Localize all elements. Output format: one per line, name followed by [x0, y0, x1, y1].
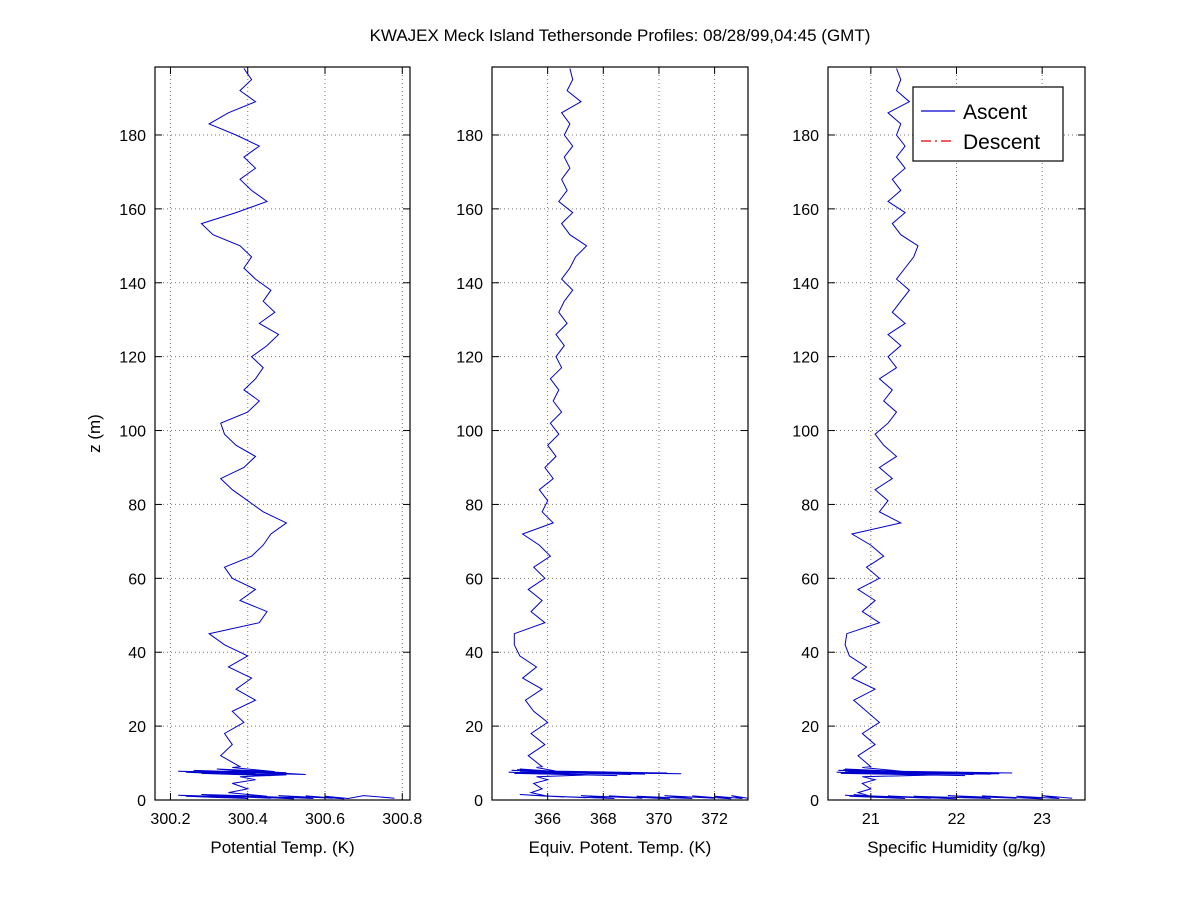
y-tick-label: 20	[128, 719, 146, 736]
y-tick-label: 160	[119, 202, 146, 219]
axes-box	[827, 66, 1086, 801]
y-tick-label: 160	[456, 202, 483, 219]
y-tick-label: 120	[792, 350, 819, 367]
y-tick-label: 160	[792, 202, 819, 219]
legend-box	[912, 86, 1064, 162]
x-tick-label: 300.2	[150, 811, 190, 828]
y-tick-label: 100	[792, 424, 819, 441]
y-tick-label: 60	[465, 571, 483, 588]
y-tick-label: 120	[119, 350, 146, 367]
legend-label-ascent: Ascent	[963, 101, 1027, 124]
y-tick-label: 180	[456, 128, 483, 145]
y-tick-label: 80	[465, 497, 483, 514]
y-tick-label: 0	[810, 793, 819, 810]
y-tick-label: 0	[474, 793, 483, 810]
x-tick-label: 368	[590, 811, 617, 828]
y-tick-label: 180	[792, 128, 819, 145]
x-tick-label: 23	[1033, 811, 1051, 828]
panel-2: 366 368 370 372 0 20 40 60 80 100 120 140 160 180 Equi…	[456, 66, 749, 857]
axes-box	[491, 66, 749, 801]
y-axis-label: z (m)	[85, 414, 104, 453]
y-tick-label: 140	[119, 276, 146, 293]
x-axis-label: Potential Temp. (K)	[210, 838, 354, 857]
y-tick-label: 140	[792, 276, 819, 293]
x-tick-label: 300.4	[228, 811, 268, 828]
y-tick-label: 60	[128, 571, 146, 588]
x-tick-label: 21	[862, 811, 880, 828]
x-axis-label: Specific Humidity (g/kg)	[867, 838, 1046, 857]
legend-label-descent: Descent	[963, 131, 1040, 154]
legend: Ascent Descent	[912, 86, 1064, 162]
y-tick-label: 100	[119, 424, 146, 441]
ascent-line	[508, 68, 749, 800]
y-tick-label: 40	[128, 645, 146, 662]
x-tick-label: 300.6	[305, 811, 345, 828]
x-tick-label: 22	[948, 811, 966, 828]
y-tick-label: 120	[456, 350, 483, 367]
y-tick-label: 20	[465, 719, 483, 736]
ascent-line	[178, 68, 395, 800]
x-tick-label: 300.8	[382, 811, 422, 828]
x-tick-label: 366	[534, 811, 561, 828]
y-tick-label: 20	[801, 719, 819, 736]
y-tick-label: 40	[801, 645, 819, 662]
y-tick-label: 40	[465, 645, 483, 662]
panel-3: 21 22 23 0 20 40 60 80 100 120 140 160 180 Specific H…	[792, 66, 1086, 857]
y-tick-label: 0	[137, 793, 146, 810]
panel-1: 300.2 300.4 300.6 300.8 0 20 40 60 80 100 120 140 16…	[85, 66, 422, 857]
ascent-line	[836, 68, 1073, 800]
y-tick-label: 80	[128, 497, 146, 514]
y-tick-label: 100	[456, 424, 483, 441]
x-tick-label: 370	[646, 811, 673, 828]
y-tick-label: 140	[456, 276, 483, 293]
axes-box	[154, 66, 411, 801]
y-tick-label: 180	[119, 128, 146, 145]
chart-title: KWAJEX Meck Island Tethersonde Profiles:…	[369, 26, 871, 45]
y-tick-label: 60	[801, 571, 819, 588]
x-axis-label: Equiv. Potent. Temp. (K)	[529, 838, 712, 857]
y-tick-label: 80	[801, 497, 819, 514]
x-tick-label: 372	[701, 811, 728, 828]
